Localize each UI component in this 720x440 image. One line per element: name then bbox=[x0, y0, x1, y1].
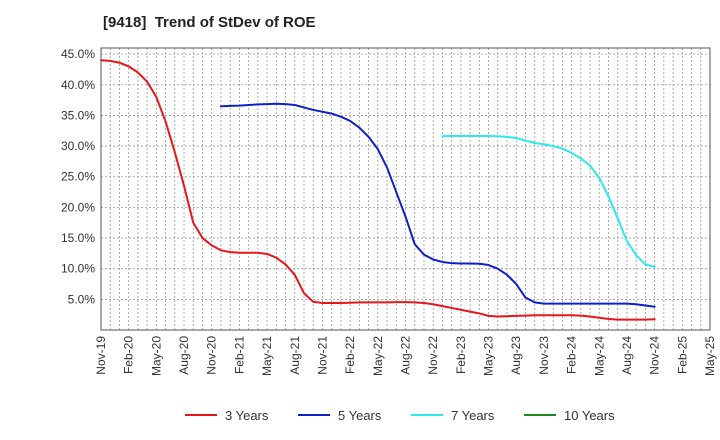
legend-label-7-years: 7 Years bbox=[451, 408, 495, 423]
x-tick-label: May-23 bbox=[482, 336, 496, 376]
x-tick-label: May-24 bbox=[592, 336, 606, 376]
x-tick-label: Feb-25 bbox=[675, 336, 689, 374]
x-tick-label: May-21 bbox=[260, 336, 274, 376]
y-tick-label: 25.0% bbox=[61, 170, 95, 184]
chart-title: [9418] Trend of StDev of ROE bbox=[103, 14, 316, 31]
y-tick-label: 40.0% bbox=[61, 78, 95, 92]
y-tick-label: 45.0% bbox=[61, 47, 95, 61]
series-line-3-years bbox=[100, 59, 656, 321]
x-tick-label: Nov-21 bbox=[315, 336, 329, 375]
legend-label-5-years: 5 Years bbox=[338, 408, 382, 423]
x-tick-label: May-22 bbox=[371, 336, 385, 376]
legend-label-3-years: 3 Years bbox=[225, 408, 269, 423]
grid bbox=[100, 48, 711, 330]
y-tick-label: 5.0% bbox=[68, 292, 96, 306]
x-tick-label: Aug-20 bbox=[177, 336, 191, 375]
series-lines bbox=[100, 59, 656, 321]
x-tick-label: Nov-24 bbox=[648, 336, 662, 375]
y-tick-label: 10.0% bbox=[61, 262, 95, 276]
x-tick-label: Feb-23 bbox=[454, 336, 468, 374]
legend: 3 Years 5 Years 7 Years 10 Years bbox=[185, 408, 615, 423]
y-tick-label: 30.0% bbox=[61, 139, 95, 153]
x-tick-label: Feb-22 bbox=[343, 336, 357, 374]
x-tick-label: Aug-23 bbox=[509, 336, 523, 375]
series-line-7-years bbox=[441, 134, 656, 268]
x-tick-label: May-25 bbox=[703, 336, 717, 376]
x-tick-label: Aug-24 bbox=[620, 336, 634, 375]
x-tick-label: Feb-21 bbox=[232, 336, 246, 374]
x-tick-label: Aug-22 bbox=[399, 336, 413, 375]
axes: 5.0% 10.0% 15.0% 20.0% 25.0% 30.0% 35.0% 40.0% 4… bbox=[61, 47, 717, 376]
series-line-5-years bbox=[219, 102, 656, 308]
x-tick-label: May-20 bbox=[149, 336, 163, 376]
y-tick-label: 15.0% bbox=[61, 231, 95, 245]
x-tick-label: Nov-23 bbox=[537, 336, 551, 375]
x-tick-label: Nov-20 bbox=[205, 336, 219, 375]
x-tick-label: Nov-22 bbox=[426, 336, 440, 375]
legend-label-10-years: 10 Years bbox=[564, 408, 615, 423]
plot-frame bbox=[100, 47, 711, 331]
x-tick-label: Feb-24 bbox=[565, 336, 579, 374]
y-tick-label: 35.0% bbox=[61, 108, 95, 122]
x-tick-label: Nov-19 bbox=[94, 336, 108, 375]
y-tick-label: 20.0% bbox=[61, 200, 95, 214]
x-tick-label: Feb-20 bbox=[122, 336, 136, 374]
x-tick-label: Aug-21 bbox=[288, 336, 302, 375]
